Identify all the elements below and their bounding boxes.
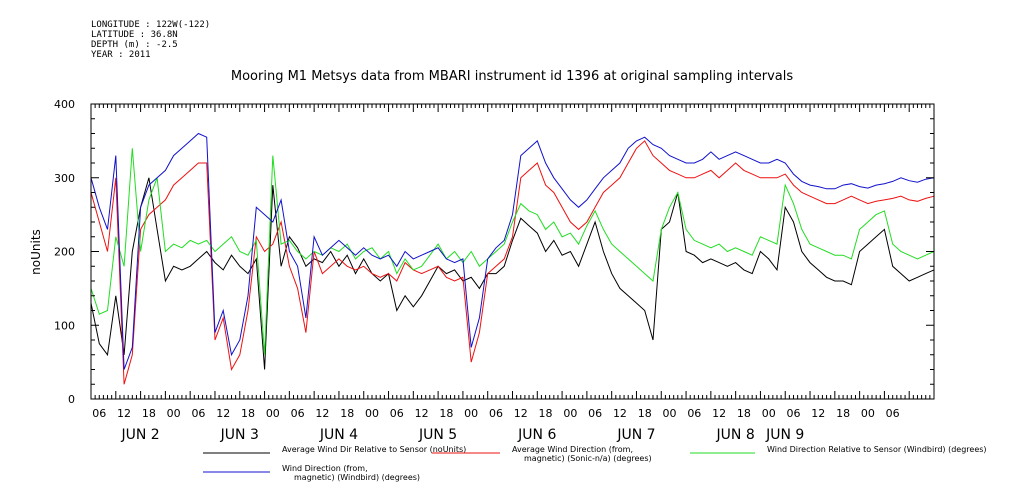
longitude-label: LONGITUDE : 122W(-122): [91, 20, 211, 30]
x-tick-label: 00: [266, 407, 280, 420]
y-tick-label: 0: [68, 393, 75, 406]
x-tick-label: 12: [514, 407, 528, 420]
day-label: JUN 5: [418, 427, 457, 443]
x-tick-label: 12: [315, 407, 329, 420]
y-axis: 0 100 200 300 400: [54, 98, 934, 406]
x-tick-label: 18: [836, 407, 850, 420]
series-line-2: [90, 148, 935, 355]
x-tick-label: 06: [489, 407, 503, 420]
y-tick-label: 300: [54, 172, 75, 185]
legend-label: magnetic) (Windbird) (degrees): [294, 473, 420, 482]
day-label: JUN 7: [616, 427, 655, 443]
chart-title: Mooring M1 Metsys data from MBARI instru…: [231, 69, 793, 84]
legend-label: Average Wind Direction (from,: [512, 445, 633, 454]
latitude-label: LATITUDE : 36.8N: [91, 30, 178, 40]
x-tick-label: 12: [811, 407, 825, 420]
day-label: JUN 8: [716, 427, 755, 443]
legend-label: Wind Direction Relative to Sensor (Windb…: [767, 445, 987, 454]
year-label: YEAR : 2011: [91, 50, 151, 60]
x-tick-label: 12: [117, 407, 131, 420]
x-tick-label: 06: [390, 407, 404, 420]
x-tick-label: 06: [291, 407, 305, 420]
x-tick-label: 18: [340, 407, 354, 420]
x-tick-label: 12: [712, 407, 726, 420]
x-tick-label: 18: [638, 407, 652, 420]
plot-lines: [90, 132, 935, 385]
plot-frame: [90, 103, 935, 400]
x-tick-label: 12: [415, 407, 429, 420]
legend: Average Wind Dir Relative to Sensor (noU…: [203, 445, 987, 482]
x-tick-label: 06: [787, 407, 801, 420]
x-tick-label: 12: [613, 407, 627, 420]
metadata-block: LONGITUDE : 122W(-122) LATITUDE : 36.8N …: [91, 20, 210, 60]
x-tick-label: 00: [762, 407, 776, 420]
series-line-1: [90, 140, 935, 385]
depth-label: DEPTH (m) : -2.5: [91, 40, 178, 50]
x-tick-label: 18: [241, 407, 255, 420]
x-tick-label: 00: [365, 407, 379, 420]
x-tick-label: 00: [563, 407, 577, 420]
x-tick-label: 18: [737, 407, 751, 420]
x-tick-label: 18: [142, 407, 156, 420]
x-tick-label: 18: [539, 407, 553, 420]
legend-label: Wind Direction (from,: [282, 464, 368, 473]
legend-label: magnetic) (Sonic-n/a) (degrees): [524, 454, 652, 463]
x-axis: 06 12 18 00 06 12 18 00 06 12 18 00 06 12 18 00 06 12 18 00…: [90, 104, 935, 443]
y-tick-label: 200: [54, 246, 75, 259]
x-tick-label: 06: [92, 407, 106, 420]
x-tick-label: 12: [216, 407, 230, 420]
x-tick-label: 06: [687, 407, 701, 420]
day-label: JUN 2: [120, 427, 159, 443]
series-line-0: [90, 177, 935, 370]
x-tick-label: 00: [861, 407, 875, 420]
x-tick-label: 18: [439, 407, 453, 420]
x-tick-label: 00: [464, 407, 478, 420]
day-label: JUN 3: [220, 427, 259, 443]
y-axis-label: noUnits: [29, 229, 43, 275]
x-tick-label: 00: [167, 407, 181, 420]
day-label: JUN 4: [319, 427, 358, 443]
day-label: JUN 6: [517, 427, 556, 443]
x-tick-label: 06: [191, 407, 205, 420]
day-label: JUN 9: [765, 427, 804, 443]
y-tick-label: 100: [54, 319, 75, 332]
x-tick-label: 00: [663, 407, 677, 420]
series-line-3: [90, 132, 935, 370]
x-tick-label: 06: [588, 407, 602, 420]
y-tick-label: 400: [54, 98, 75, 111]
legend-label: Average Wind Dir Relative to Sensor (noU…: [282, 445, 466, 454]
x-tick-label: 06: [886, 407, 900, 420]
